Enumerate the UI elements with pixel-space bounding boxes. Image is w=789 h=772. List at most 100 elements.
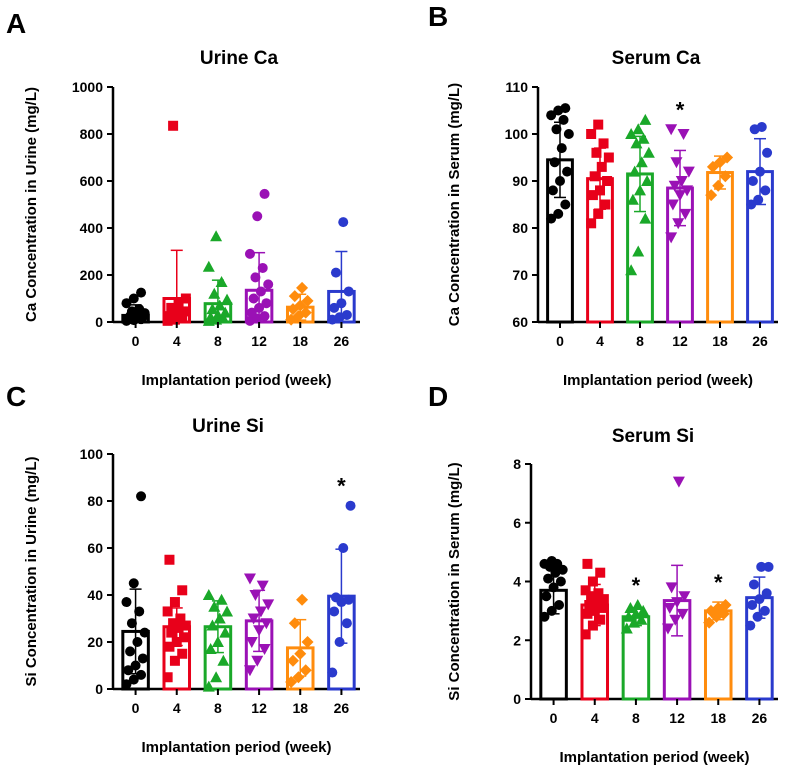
data-point bbox=[755, 166, 765, 177]
data-point bbox=[712, 179, 725, 192]
data-point bbox=[292, 671, 305, 684]
data-point bbox=[759, 605, 770, 616]
data-point bbox=[558, 114, 569, 125]
significance-star: * bbox=[676, 97, 685, 122]
x-tick-label: 4 bbox=[173, 700, 181, 716]
data-point bbox=[243, 665, 256, 677]
data-point bbox=[254, 606, 267, 618]
x-tick-label: 0 bbox=[550, 710, 558, 726]
data-point bbox=[136, 491, 147, 502]
data-point bbox=[221, 293, 234, 305]
data-point bbox=[600, 199, 611, 210]
data-point bbox=[593, 119, 604, 130]
y-tick-label: 40 bbox=[87, 587, 103, 603]
data-point bbox=[251, 655, 264, 667]
data-point bbox=[541, 591, 552, 602]
data-point bbox=[334, 637, 345, 647]
data-point bbox=[169, 597, 180, 608]
data-point bbox=[213, 612, 226, 624]
panel-letter: B bbox=[428, 1, 448, 32]
data-point bbox=[166, 302, 177, 313]
y-tick-label: 70 bbox=[512, 267, 528, 283]
data-point bbox=[719, 170, 732, 183]
data-point bbox=[168, 120, 179, 131]
data-point bbox=[246, 307, 257, 318]
data-point bbox=[549, 157, 560, 168]
data-point bbox=[173, 299, 184, 310]
data-point bbox=[329, 302, 340, 313]
data-point bbox=[582, 558, 593, 569]
data-point bbox=[301, 636, 314, 648]
data-point bbox=[580, 629, 591, 640]
data-point bbox=[625, 128, 638, 139]
data-point bbox=[296, 281, 309, 294]
data-point bbox=[211, 636, 224, 647]
data-point bbox=[628, 165, 641, 177]
x-tick-label: 26 bbox=[752, 333, 768, 349]
data-point bbox=[756, 561, 767, 572]
data-point bbox=[171, 308, 182, 319]
y-tick-label: 400 bbox=[80, 220, 104, 236]
y-tick-label: 2 bbox=[513, 632, 521, 648]
x-tick-label: 4 bbox=[173, 333, 181, 349]
data-point bbox=[591, 597, 602, 608]
data-point bbox=[632, 245, 645, 257]
data-point bbox=[249, 590, 262, 601]
data-point bbox=[586, 591, 597, 602]
data-point bbox=[634, 184, 646, 196]
data-point bbox=[546, 110, 557, 121]
data-point bbox=[162, 672, 173, 683]
data-point bbox=[598, 138, 609, 149]
data-point bbox=[586, 129, 597, 139]
data-point bbox=[338, 217, 349, 228]
data-point bbox=[130, 660, 141, 671]
panel-letter: A bbox=[6, 8, 26, 39]
data-point bbox=[543, 573, 554, 584]
x-tick-label: 26 bbox=[334, 700, 350, 716]
y-tick-label: 600 bbox=[80, 173, 104, 189]
data-point bbox=[669, 614, 682, 626]
data-point bbox=[589, 171, 600, 182]
data-point bbox=[554, 600, 565, 610]
data-point bbox=[603, 152, 614, 163]
data-point bbox=[598, 594, 609, 605]
y-tick-label: 60 bbox=[512, 314, 528, 330]
x-tick-label: 12 bbox=[251, 333, 267, 349]
data-point bbox=[761, 588, 772, 599]
data-point bbox=[299, 306, 312, 319]
data-point bbox=[128, 578, 139, 589]
data-point bbox=[745, 620, 756, 631]
data-point bbox=[217, 654, 230, 666]
data-point bbox=[747, 176, 758, 186]
data-point bbox=[210, 230, 223, 242]
data-point bbox=[635, 156, 648, 168]
data-point bbox=[630, 137, 643, 149]
data-point bbox=[132, 637, 143, 647]
data-point bbox=[668, 180, 681, 192]
data-point bbox=[123, 665, 134, 676]
x-tick-label: 8 bbox=[636, 333, 644, 349]
data-point bbox=[679, 208, 692, 220]
y-axis-label: Si Concentration in Serum (mg/L) bbox=[446, 462, 463, 700]
data-point bbox=[635, 613, 648, 625]
data-point bbox=[121, 298, 132, 309]
x-axis-label: Implantation period (week) bbox=[141, 739, 331, 756]
data-point bbox=[596, 161, 607, 172]
data-point bbox=[125, 646, 136, 657]
data-point bbox=[213, 299, 226, 311]
x-tick-label: 18 bbox=[712, 333, 728, 349]
data-point bbox=[121, 597, 132, 608]
data-point bbox=[703, 616, 716, 629]
data-point bbox=[632, 123, 645, 135]
data-point bbox=[663, 602, 676, 614]
data-point bbox=[626, 193, 639, 205]
data-point bbox=[286, 654, 299, 667]
data-point bbox=[330, 267, 341, 278]
data-point bbox=[670, 157, 683, 169]
y-axis-label: Si Concentration in Urine (mg/L) bbox=[23, 456, 40, 686]
data-point bbox=[546, 213, 557, 224]
data-point bbox=[243, 573, 256, 585]
significance-star: * bbox=[632, 573, 641, 598]
data-point bbox=[629, 607, 642, 619]
data-point bbox=[162, 606, 173, 617]
